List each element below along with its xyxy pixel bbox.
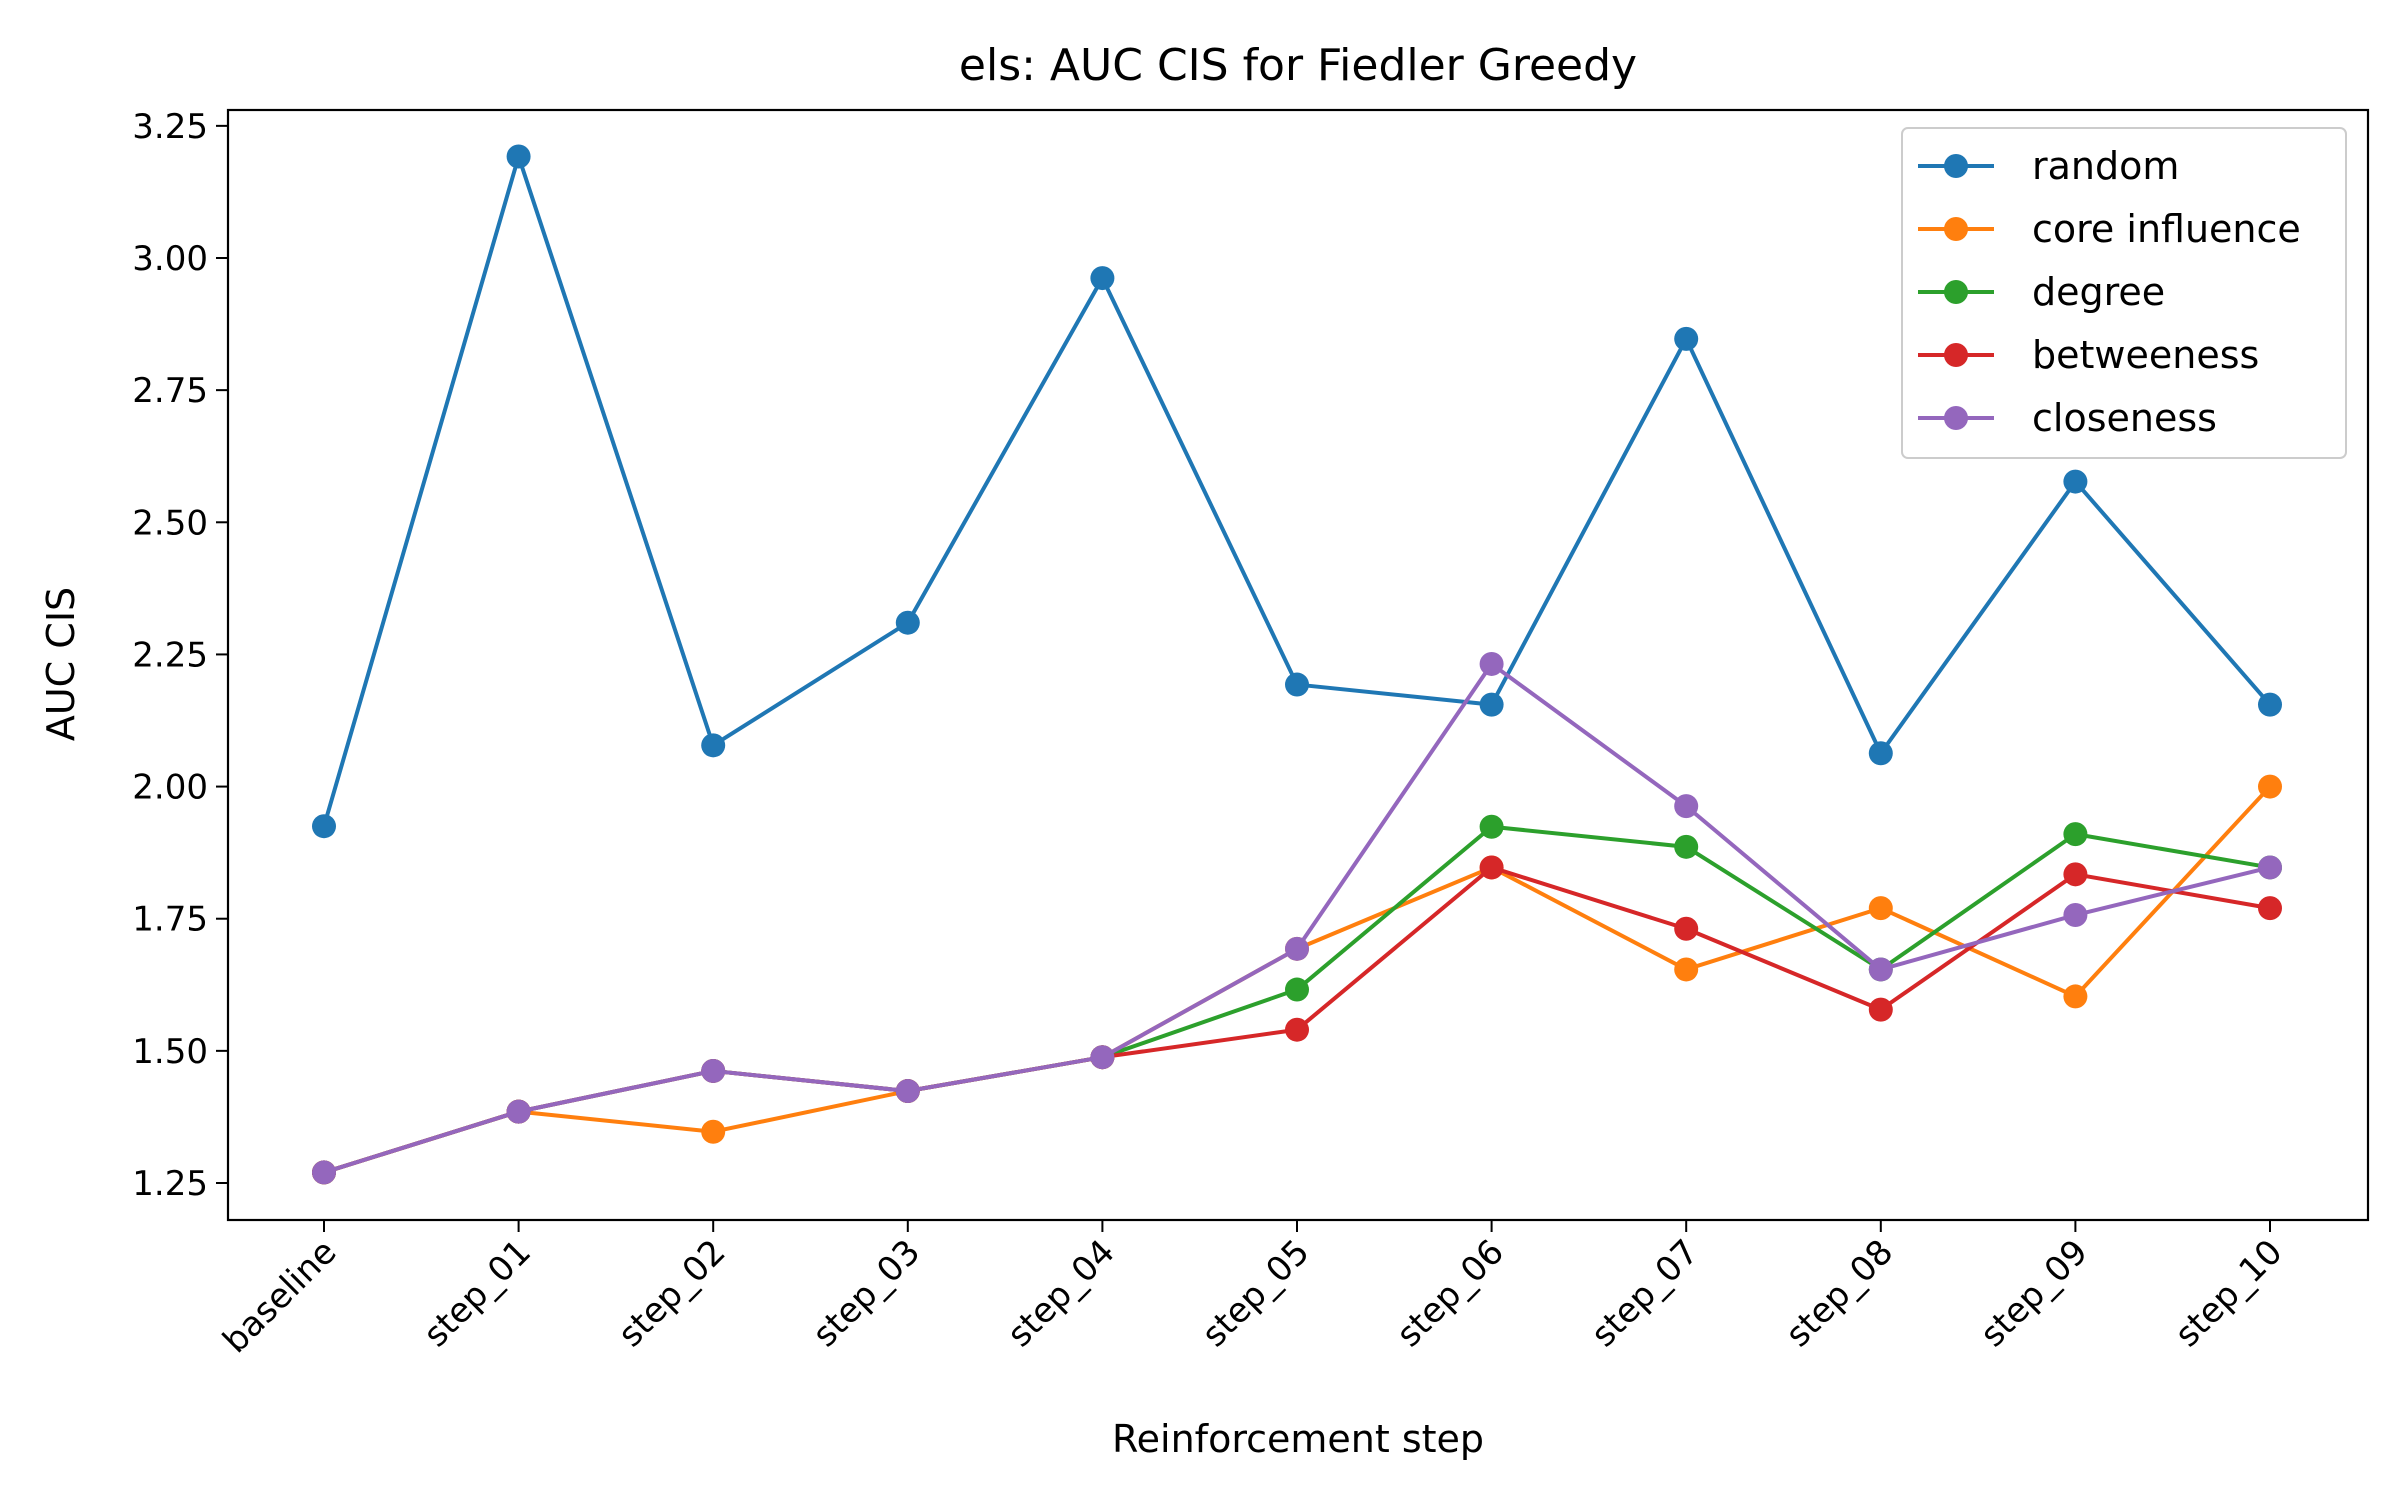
data-point: [1674, 326, 1699, 351]
y-tick-label: 2.75: [132, 371, 208, 411]
y-axis-label: AUC CIS: [39, 587, 83, 741]
chart-title: els: AUC CIS for Fiedler Greedy: [959, 40, 1637, 91]
data-point: [1868, 957, 1893, 982]
series-0: [312, 144, 2282, 839]
plot-area: [312, 144, 2282, 1185]
data-point: [1479, 651, 1504, 676]
data-point: [701, 1119, 726, 1144]
data-point: [1868, 896, 1893, 921]
data-point: [1674, 834, 1699, 859]
data-point: [2258, 896, 2282, 921]
data-point: [701, 1058, 726, 1083]
data-point: [2258, 774, 2282, 799]
y-tick-label: 3.00: [132, 239, 208, 279]
y-tick-label: 2.50: [132, 503, 208, 543]
data-point: [1090, 266, 1115, 291]
data-point: [2258, 855, 2282, 880]
data-point: [2258, 692, 2282, 717]
data-point: [1868, 741, 1893, 766]
data-point: [2063, 822, 2088, 847]
data-point: [895, 1079, 920, 1104]
data-point: [2063, 984, 2088, 1009]
legend: random core influence degree betweeness clos…: [1901, 127, 2347, 459]
data-point: [1479, 855, 1504, 880]
data-point: [312, 814, 336, 839]
legend-label: betweeness: [2032, 333, 2259, 377]
legend-swatch-marker: [1944, 343, 1968, 367]
data-point: [312, 1160, 336, 1185]
legend-swatch-marker: [1944, 406, 1968, 430]
legend-swatch-marker: [1944, 154, 1968, 178]
legend-swatch-marker: [1944, 280, 1968, 304]
y-tick-label: 1.25: [132, 1164, 208, 1204]
data-point: [1479, 692, 1504, 717]
data-point: [2063, 903, 2088, 928]
data-point: [1285, 1017, 1309, 1042]
y-tick-label: 3.25: [132, 107, 208, 147]
data-point: [2063, 862, 2088, 887]
legend-swatch-marker: [1944, 217, 1968, 241]
legend-box: [1901, 127, 2347, 459]
data-point: [2063, 469, 2088, 494]
data-point: [1285, 672, 1309, 697]
legend-label: degree: [2032, 270, 2165, 314]
x-axis-label: Reinforcement step: [1112, 1417, 1484, 1461]
data-point: [895, 610, 920, 635]
y-tick-label: 1.75: [132, 900, 208, 940]
data-point: [1285, 977, 1309, 1002]
data-point: [1090, 1045, 1115, 1070]
series-4: [312, 651, 2282, 1185]
y-tick-label: 2.25: [132, 635, 208, 675]
data-point: [1479, 814, 1504, 839]
data-point: [506, 144, 531, 169]
data-point: [506, 1099, 531, 1124]
legend-label: closeness: [2032, 396, 2217, 440]
data-point: [1674, 794, 1699, 819]
legend-label: core influence: [2032, 207, 2301, 251]
data-point: [701, 733, 726, 758]
data-point: [1674, 916, 1699, 941]
data-point: [1674, 957, 1699, 982]
legend-label: random: [2032, 144, 2179, 188]
y-tick-label: 2.00: [132, 768, 208, 808]
y-tick-label: 1.50: [132, 1032, 208, 1072]
data-point: [1868, 997, 1893, 1022]
data-point: [1285, 936, 1309, 961]
